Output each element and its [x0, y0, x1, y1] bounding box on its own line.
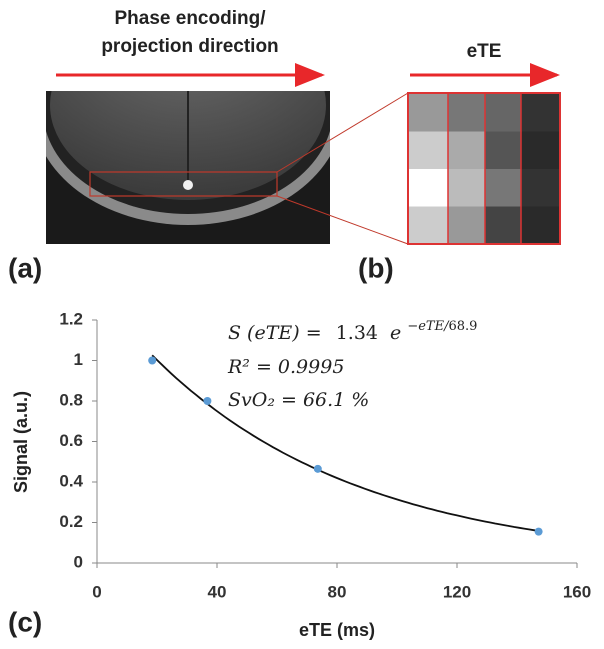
zoom-box [407, 92, 561, 245]
zoom-grid [407, 92, 561, 245]
x-tick-label: 40 [208, 582, 227, 601]
cell [521, 169, 559, 207]
x-tick-label: 0 [92, 582, 101, 601]
panel-label: (b) [358, 252, 394, 283]
cell [448, 131, 485, 169]
equation-base: e [390, 322, 401, 344]
data-point [203, 397, 212, 405]
y-tick-label: 0.2 [59, 512, 83, 531]
cell [485, 131, 521, 169]
cell [485, 206, 521, 244]
cell [409, 131, 448, 169]
cell [448, 94, 485, 132]
cell [409, 169, 448, 207]
equation-lhs: S (eTE) = [228, 322, 322, 344]
y-tick-label: 0.8 [59, 390, 83, 409]
annotation: SvO₂ = 66.1 % [228, 389, 369, 411]
cell [521, 206, 559, 244]
equation: S (eTE) = 1.34 e −eTE/68.9 [228, 319, 477, 345]
data-point [534, 527, 543, 536]
cell [409, 206, 448, 244]
equation-exponent: −eTE/ [407, 319, 450, 334]
y-axis-label: Signal (a.u.) [11, 391, 31, 493]
arrow-label: eTE [467, 41, 502, 62]
cell [448, 206, 485, 244]
equation-amplitude: 1.34 [336, 322, 378, 344]
x-axis-label: eTE (ms) [299, 620, 375, 640]
panel-title: projection direction [101, 36, 278, 57]
cell [485, 94, 521, 132]
cell [485, 169, 521, 207]
panel-title: Phase encoding/ [115, 8, 267, 29]
cell [521, 131, 559, 169]
cell [448, 169, 485, 207]
zoom-line [276, 92, 409, 173]
panel-label: (c) [8, 606, 42, 637]
fit-curve [151, 354, 539, 532]
zoom-line [276, 195, 409, 245]
y-tick-label: 0.6 [59, 431, 83, 450]
x-tick-label: 120 [443, 582, 471, 601]
y-tick-label: 1 [74, 350, 83, 369]
y-tick-label: 1.2 [59, 309, 83, 328]
y-tick-label: 0 [74, 552, 83, 571]
cell [409, 94, 448, 132]
equation-tau: 68.9 [448, 319, 477, 334]
cell [521, 94, 559, 132]
data-point [148, 356, 157, 365]
x-tick-label: 160 [563, 582, 591, 601]
x-tick-label: 80 [328, 582, 347, 601]
annotation: R² = 0.9995 [227, 356, 344, 378]
y-tick-label: 0.4 [59, 471, 83, 490]
mri-image [46, 91, 330, 244]
data-point [313, 464, 322, 473]
panel-label: (a) [8, 252, 42, 283]
